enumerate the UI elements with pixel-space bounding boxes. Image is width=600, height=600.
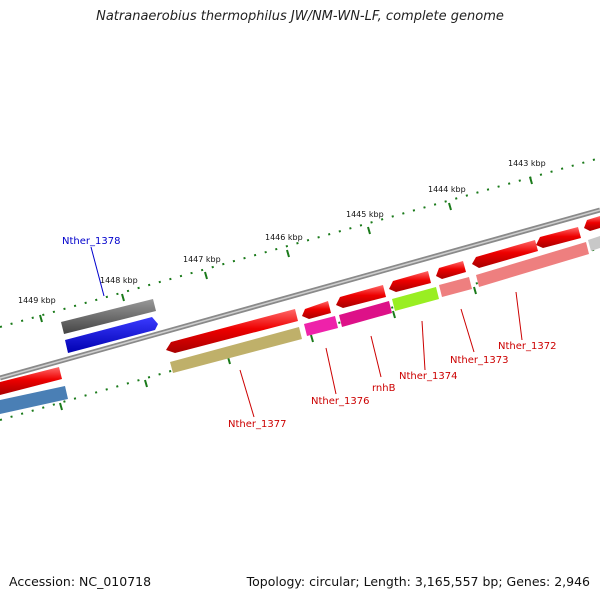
gene-nther-1373-forward[interactable] bbox=[436, 261, 466, 279]
gene-nther-1374-forward[interactable] bbox=[389, 271, 431, 292]
kbp-label: 1446 kbp bbox=[265, 233, 303, 242]
kbp-label: 1445 kbp bbox=[346, 210, 384, 219]
feature-nther-1377-protein[interactable] bbox=[170, 327, 302, 373]
kbp-label: 1448 kbp bbox=[100, 276, 138, 285]
map-title: Natranaerobius thermophilus JW/NM-WN-LF,… bbox=[96, 9, 504, 24]
feature-rnhb-protein[interactable] bbox=[339, 301, 392, 327]
feature-nther-1376-protein[interactable] bbox=[304, 316, 338, 336]
gene-label-nther-1373[interactable]: Nther_1373 bbox=[450, 355, 508, 366]
gene-nther-1376-forward[interactable] bbox=[302, 301, 331, 319]
gene-label-nther-1374[interactable]: Nther_1374 bbox=[399, 371, 457, 382]
kbp-label: 1447 kbp bbox=[183, 255, 221, 264]
feature-row bbox=[0, 236, 600, 414]
gene-label-nther-1376[interactable]: Nther_1376 bbox=[311, 396, 369, 407]
kbp-scale: 1449 kbp 1448 kbp 1447 kbp 1446 kbp 1445… bbox=[18, 159, 546, 305]
gene-nther-1372-forward[interactable] bbox=[472, 240, 538, 268]
feature-edge-protein[interactable] bbox=[588, 236, 600, 251]
feature-nther-1374-protein[interactable] bbox=[392, 287, 439, 311]
kbp-label: 1444 kbp bbox=[428, 185, 466, 194]
genome-stats-text: Topology: circular; Length: 3,165,557 bp… bbox=[246, 574, 590, 589]
gene-label-nther-1378[interactable]: Nther_1378 bbox=[62, 236, 120, 247]
kbp-label: 1449 kbp bbox=[18, 296, 56, 305]
gene-nther-1378-forward[interactable] bbox=[61, 299, 156, 334]
feature-nther-1378-protein[interactable] bbox=[65, 317, 158, 353]
feature-nther-1373-protein[interactable] bbox=[439, 277, 472, 297]
gene-label-nther-1372[interactable]: Nther_1372 bbox=[498, 341, 556, 352]
accession-text: Accession: NC_010718 bbox=[9, 574, 152, 589]
forward-strand-genes bbox=[0, 216, 600, 395]
kbp-label: 1443 kbp bbox=[508, 159, 546, 168]
gene-left-forward[interactable] bbox=[0, 367, 62, 395]
leader-lines bbox=[90, 246, 523, 418]
gene-label-nther-1377[interactable]: Nther_1377 bbox=[228, 419, 286, 430]
gene-next-forward[interactable] bbox=[536, 227, 581, 248]
gene-label-rnhb[interactable]: rnhB bbox=[372, 383, 396, 394]
feature-nther-1372-protein[interactable] bbox=[476, 242, 589, 287]
gene-nther-1377-forward[interactable] bbox=[166, 309, 298, 353]
gene-rnhb-forward[interactable] bbox=[336, 285, 386, 308]
gene-labels: Nther_1378 Nther_1377 Nther_1376 rnhB Nt… bbox=[62, 236, 556, 430]
feature-left-protein[interactable] bbox=[0, 386, 68, 414]
gene-edge-forward[interactable] bbox=[584, 216, 600, 231]
outer-dotted-track bbox=[0, 157, 600, 328]
